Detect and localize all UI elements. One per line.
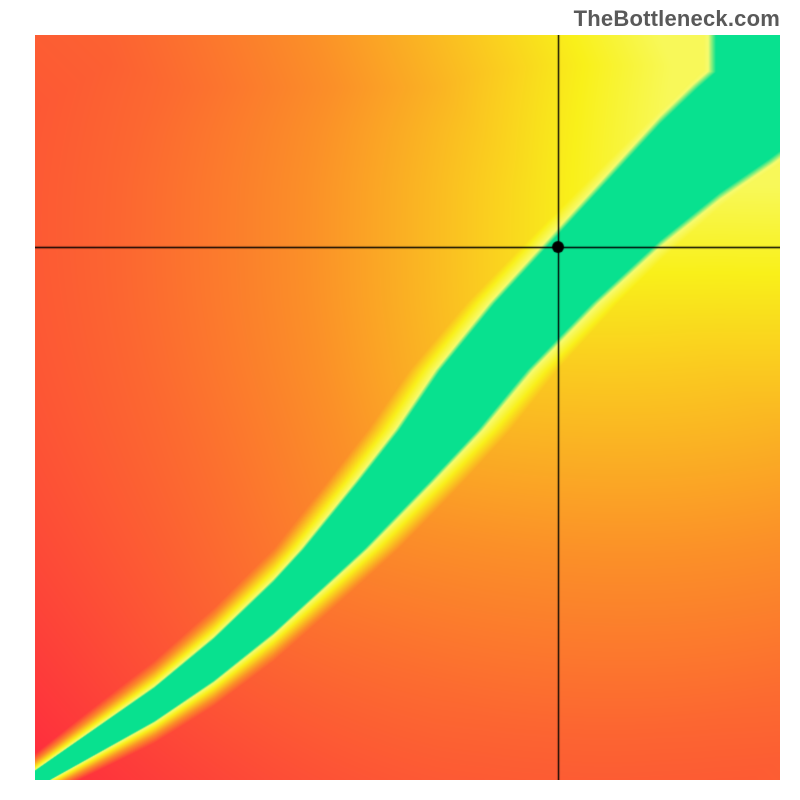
watermark-text: TheBottleneck.com [574, 6, 780, 32]
heatmap-plot [35, 35, 780, 780]
heatmap-canvas [35, 35, 780, 780]
